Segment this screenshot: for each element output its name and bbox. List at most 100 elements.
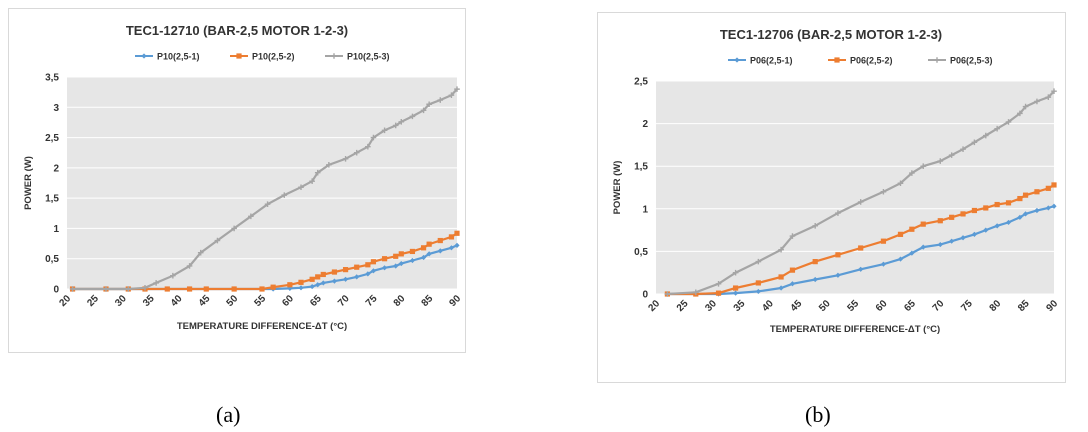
caption-a: (a) — [216, 402, 241, 427]
y-tick-label: 1 — [53, 224, 59, 235]
data-point — [437, 97, 444, 103]
x-tick-label: 35 — [141, 293, 157, 309]
data-point — [835, 252, 841, 258]
data-point — [281, 192, 288, 198]
data-point — [755, 280, 761, 286]
x-tick: 40 — [760, 298, 776, 314]
y-tick-label: 2,5 — [45, 133, 59, 144]
x-tick-label: 30 — [113, 293, 129, 309]
series-line-1 — [667, 205, 1055, 296]
legend-label: P06(2,5-2) — [850, 56, 893, 66]
data-point — [448, 234, 455, 240]
data-point — [789, 267, 796, 273]
y-tick-label: 3,5 — [45, 73, 59, 84]
x-tick: 75 — [364, 293, 380, 309]
data-point — [858, 245, 864, 251]
data-point — [142, 284, 148, 291]
legend-label: P10(2,5-1) — [157, 52, 200, 62]
legend-marker — [934, 57, 940, 63]
data-point — [287, 282, 293, 288]
data-point — [370, 268, 377, 274]
x-tick: 50 — [817, 298, 833, 314]
data-point — [365, 271, 371, 277]
data-point — [365, 143, 371, 150]
x-tick: 75 — [959, 298, 975, 314]
data-point — [909, 250, 915, 256]
data-point — [231, 286, 237, 292]
x-tick-label: 45 — [789, 298, 805, 314]
data-point — [937, 158, 944, 164]
data-point — [381, 256, 388, 262]
data-point — [354, 274, 360, 280]
x-tick: 55 — [252, 293, 268, 309]
data-point — [1022, 192, 1029, 198]
y-tick-label: 3 — [53, 103, 59, 114]
x-tick-label: 35 — [732, 298, 748, 314]
legend-marker — [141, 53, 147, 59]
x-tick-label: 55 — [845, 298, 861, 314]
data-point — [789, 233, 796, 239]
x-tick-label: 60 — [280, 293, 296, 309]
x-tick: 35 — [141, 293, 157, 309]
data-point — [857, 199, 864, 205]
data-point — [264, 201, 271, 207]
data-point — [354, 264, 360, 270]
data-point — [1051, 88, 1057, 95]
data-point — [1017, 195, 1023, 202]
data-point — [920, 244, 926, 250]
x-tick-label: 50 — [817, 298, 833, 314]
data-point — [342, 155, 349, 162]
y-tick-label: 1,5 — [634, 162, 648, 173]
x-tick: 55 — [845, 298, 861, 314]
data-point — [960, 235, 966, 241]
data-point — [983, 227, 989, 233]
legend-label: P10(2,5-2) — [252, 52, 295, 62]
data-point — [812, 276, 818, 283]
data-point — [1005, 200, 1012, 206]
y-tick-label: 2 — [53, 163, 59, 174]
chart-title: TEC1-12710 (BAR-2,5 MOTOR 1-2-3) — [126, 23, 348, 38]
data-point — [909, 170, 915, 176]
x-tick-label: 90 — [447, 293, 463, 309]
data-point — [897, 180, 904, 187]
data-point — [1034, 189, 1040, 195]
data-point — [789, 281, 796, 287]
x-tick-label: 60 — [874, 298, 890, 314]
x-axis-label: TEMPERATURE DIFFERENCE-ΔT (°C) — [177, 321, 347, 332]
data-point — [370, 259, 377, 265]
legend-label: P06(2,5-3) — [950, 56, 993, 66]
data-point — [125, 286, 132, 292]
data-point — [370, 134, 377, 141]
legend-marker — [734, 57, 740, 63]
data-point — [186, 286, 193, 292]
x-tick-label: 80 — [392, 293, 408, 309]
data-point — [409, 257, 416, 264]
data-point — [298, 285, 304, 291]
data-point — [214, 237, 221, 244]
data-point — [298, 184, 304, 191]
data-point — [342, 267, 349, 273]
data-point — [1017, 110, 1023, 117]
x-tick: 65 — [308, 293, 324, 309]
data-point — [920, 221, 926, 227]
data-point — [880, 188, 887, 195]
data-point — [353, 149, 360, 156]
data-point — [365, 262, 371, 268]
data-point — [778, 246, 784, 253]
x-tick-label: 75 — [959, 298, 975, 314]
data-point — [170, 272, 176, 279]
y-tick-label: 0,5 — [634, 247, 648, 258]
data-point — [309, 178, 315, 184]
x-tick-label: 25 — [675, 298, 691, 314]
series-line-3 — [72, 88, 458, 291]
x-tick-label: 85 — [1016, 298, 1032, 314]
data-point — [732, 269, 739, 276]
y-axis-label: POWER (W) — [612, 161, 623, 215]
data-point — [437, 248, 443, 254]
data-point — [315, 274, 321, 280]
data-point — [971, 139, 978, 146]
data-point — [426, 241, 432, 247]
data-point — [203, 286, 209, 292]
data-point — [398, 260, 404, 267]
data-point — [1045, 185, 1051, 191]
